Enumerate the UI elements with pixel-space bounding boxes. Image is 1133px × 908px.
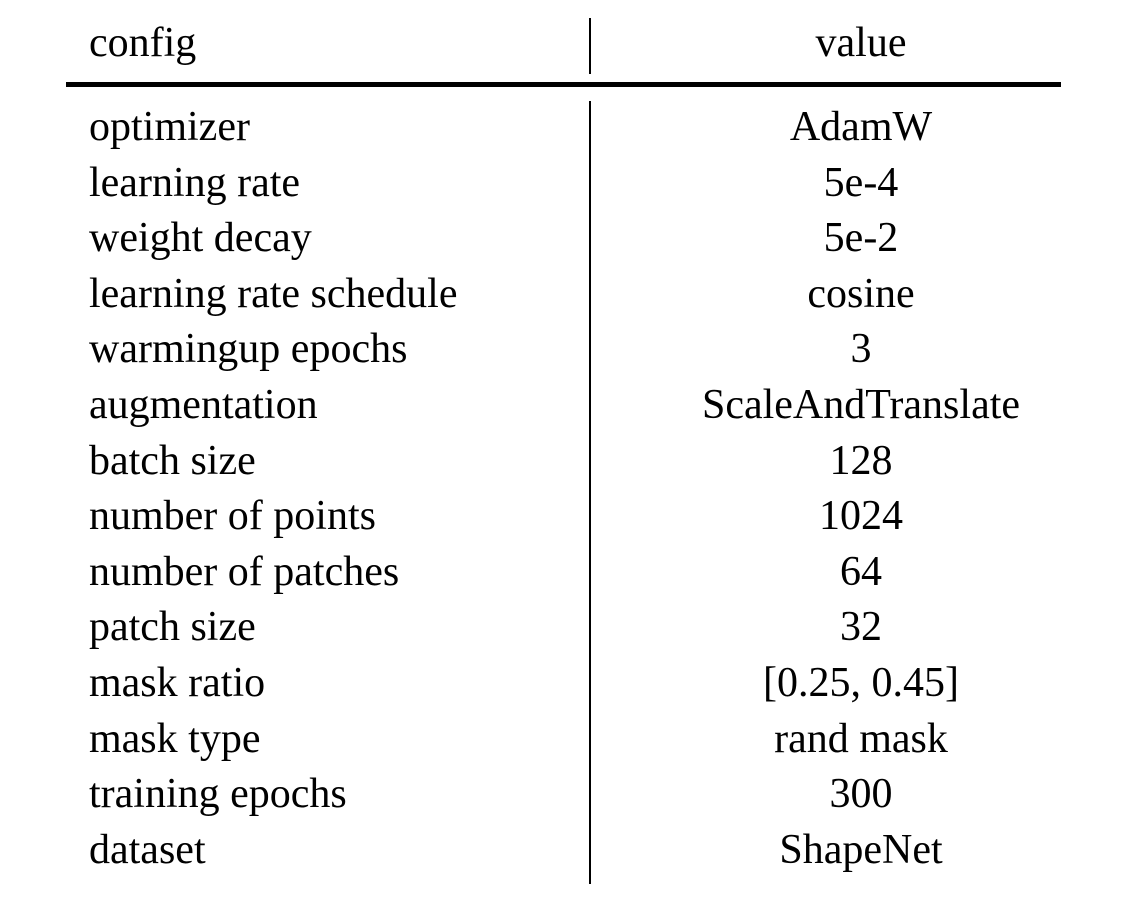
- column-separator-header: [589, 18, 591, 74]
- row-config: optimizer: [89, 104, 250, 150]
- row-value: 5e-2: [823, 215, 899, 261]
- header-config: config: [89, 20, 197, 66]
- row-config: training epochs: [89, 771, 347, 817]
- row-config: dataset: [89, 827, 206, 873]
- row-config: learning rate: [89, 160, 301, 206]
- row-config: batch size: [89, 438, 256, 484]
- row-config: mask type: [89, 716, 261, 762]
- row-value: 128: [829, 438, 893, 484]
- row-value: cosine: [807, 271, 915, 317]
- row-config: number of patches: [89, 549, 400, 595]
- row-value: [0.25, 0.45]: [763, 660, 959, 706]
- row-value: 1024: [819, 493, 903, 539]
- row-config: warmingup epochs: [89, 326, 408, 372]
- row-config: learning rate schedule: [89, 271, 458, 317]
- header-value: value: [815, 20, 907, 66]
- row-value: 32: [840, 604, 882, 650]
- row-value: 5e-4: [823, 160, 899, 206]
- row-value: ShapeNet: [779, 827, 943, 873]
- row-config: patch size: [89, 604, 256, 650]
- row-value: 3: [850, 326, 872, 372]
- header-rule: [66, 82, 1061, 87]
- row-value: 64: [840, 549, 882, 595]
- row-value: ScaleAndTranslate: [701, 382, 1021, 428]
- row-value: rand mask: [774, 716, 948, 762]
- row-config: augmentation: [89, 382, 318, 428]
- row-value: AdamW: [789, 104, 933, 150]
- row-config: weight decay: [89, 215, 312, 261]
- row-config: mask ratio: [89, 660, 266, 706]
- row-config: number of points: [89, 493, 376, 539]
- row-value: 300: [829, 771, 893, 817]
- column-separator-body: [589, 101, 591, 884]
